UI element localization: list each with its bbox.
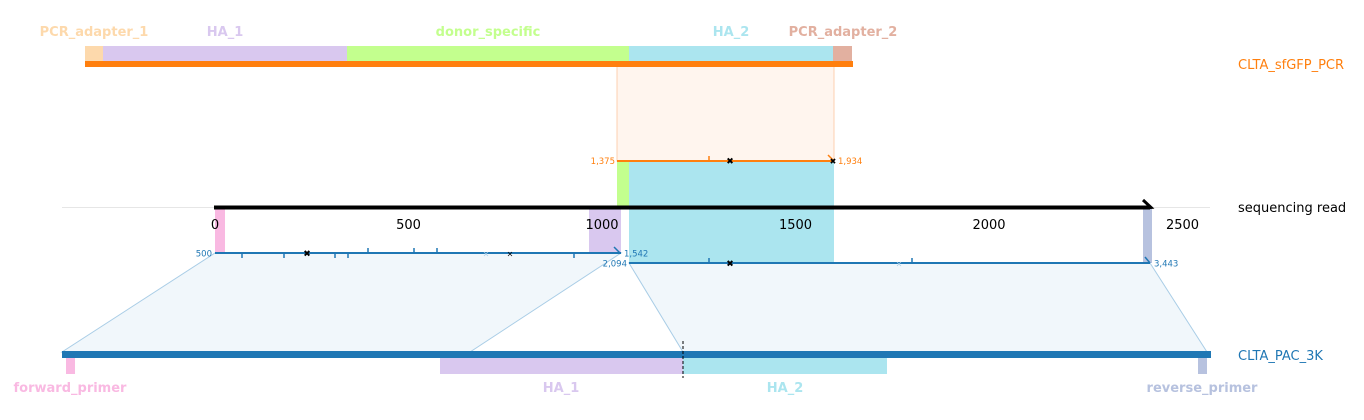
pcr-track-label: CLTA_sfGFP_PCR bbox=[1238, 58, 1344, 73]
read-axis-tick-label: 500 bbox=[396, 218, 421, 233]
pac-alignment-2-start-label: 2,094 bbox=[603, 260, 627, 270]
pcr-feature-label-ha-2: HA_2 bbox=[713, 25, 750, 40]
pac-backbone bbox=[62, 351, 1211, 358]
read-axis-tick-label: 2000 bbox=[972, 218, 1005, 233]
pcr-track: PCR_adapter_1 HA_1 donor_specific HA_2 P… bbox=[40, 25, 1344, 162]
pac-alignment-2-mismatch-mark: ✖ bbox=[726, 260, 734, 270]
pac-alignment-1-mismatch-mark: ✖ bbox=[303, 250, 311, 260]
pac-alignment-2-arrow bbox=[1144, 256, 1151, 264]
read-axis-arrowhead bbox=[1141, 198, 1155, 210]
pcr-feature-label-pcr-adapter-1: PCR_adapter_1 bbox=[40, 25, 149, 40]
read-track-label: sequencing read bbox=[1238, 201, 1346, 216]
pcr-alignment-arrow bbox=[827, 154, 835, 162]
pac-alignment-1-arrow bbox=[613, 246, 621, 254]
pac-alignment-2-mismatch-mark: × bbox=[896, 260, 903, 269]
pac-alignment-1-end-label: 1,542 bbox=[624, 250, 648, 260]
pac-alignment-1: ✖ × × 500 1,542 bbox=[196, 246, 648, 260]
read-projection-ha-1 bbox=[589, 208, 621, 253]
read-axis-tick-label: 2500 bbox=[1166, 218, 1199, 233]
pac-feature-reverse-primer bbox=[1198, 356, 1207, 374]
pcr-alignment-start-label: 1,375 bbox=[591, 157, 615, 167]
read-projection-donor-specific bbox=[617, 161, 629, 208]
pcr-alignment: ✖ ✖ 1,375 1,934 bbox=[591, 154, 862, 167]
read-projection-reverse-primer bbox=[1143, 208, 1152, 263]
pcr-feature-label-pcr-adapter-2: PCR_adapter_2 bbox=[789, 25, 898, 40]
pac-alignment-2-end-label: 3,443 bbox=[1154, 260, 1178, 270]
pcr-feature-ha-1 bbox=[103, 46, 347, 62]
pac-alignment-shades bbox=[60, 252, 1208, 353]
pac-feature-label-ha-1: HA_1 bbox=[543, 381, 580, 396]
read-axis-tick-label: 1500 bbox=[779, 218, 812, 233]
pcr-feature-pcr-adapter-2 bbox=[833, 46, 852, 62]
pac-feature-label-reverse-primer: reverse_primer bbox=[1147, 381, 1259, 396]
pcr-backbone bbox=[85, 61, 853, 67]
pcr-feature-ha-2 bbox=[629, 46, 833, 62]
pac-track-label: CLTA_PAC_3K bbox=[1238, 349, 1323, 364]
pcr-mismatch-mark: ✖ bbox=[726, 157, 734, 167]
read-axis-tick-label: 0 bbox=[211, 218, 219, 233]
read-axis-ticks: 0 500 1000 1500 2000 2500 bbox=[211, 218, 1199, 233]
pac-alignment-1-mismatch-mark: × bbox=[507, 250, 514, 259]
pac-track: forward_primer HA_1 HA_2 reverse_primer … bbox=[14, 341, 1323, 396]
pcr-feature-label-ha-1: HA_1 bbox=[207, 25, 244, 40]
pac-alignment-shade-2 bbox=[628, 262, 1208, 353]
pac-alignment-2: ✖ × 2,094 3,443 bbox=[603, 256, 1178, 270]
pac-feature-forward-primer bbox=[66, 356, 75, 374]
read-projection-forward-primer bbox=[215, 208, 225, 253]
read-track: 0 500 1000 1500 2000 2500 sequencing read bbox=[62, 198, 1346, 233]
pac-feature-label-ha-2: HA_2 bbox=[767, 381, 804, 396]
read-projection-ha-2 bbox=[629, 161, 834, 263]
pcr-feature-label-donor-specific: donor_specific bbox=[436, 25, 541, 40]
pac-feature-label-forward-primer: forward_primer bbox=[14, 381, 128, 396]
read-axis-tick-label: 1000 bbox=[585, 218, 618, 233]
pac-alignment-1-start-label: 500 bbox=[196, 250, 212, 260]
pac-feature-ha-1 bbox=[440, 356, 683, 374]
pac-alignment-1-mismatch-mark: × bbox=[483, 250, 490, 259]
pcr-feature-donor-specific bbox=[347, 46, 629, 62]
pcr-alignment-end-label: 1,934 bbox=[838, 157, 862, 167]
pac-alignment-shade-1 bbox=[60, 252, 623, 353]
pac-feature-ha-2 bbox=[683, 356, 887, 374]
pcr-mismatch-mark-end: ✖ bbox=[830, 157, 837, 166]
read-projections bbox=[215, 161, 1152, 263]
pcr-alignment-shade bbox=[616, 63, 835, 162]
pcr-feature-pcr-adapter-1 bbox=[85, 46, 103, 62]
